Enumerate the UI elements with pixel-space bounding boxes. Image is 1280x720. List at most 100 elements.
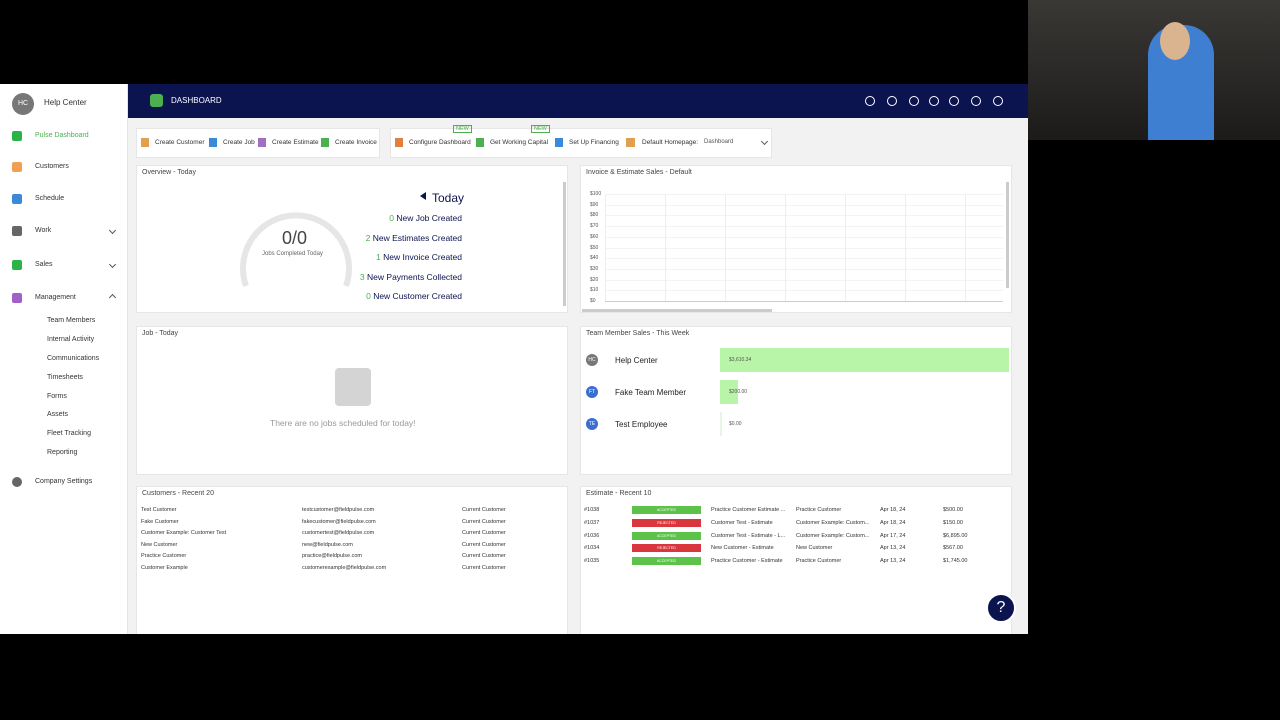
grid-line bbox=[905, 194, 906, 301]
nav-icon bbox=[12, 226, 22, 236]
scrollbar bbox=[563, 182, 566, 306]
header-icon[interactable] bbox=[929, 96, 939, 106]
table-cell: Practice Customer bbox=[141, 553, 187, 560]
nav-item[interactable]: Work bbox=[35, 227, 52, 234]
grid-line bbox=[605, 236, 1003, 238]
member-name: Help Center bbox=[615, 356, 658, 365]
grid-line bbox=[845, 194, 846, 301]
stat: 0 New Job Created bbox=[389, 213, 462, 223]
header-icon[interactable] bbox=[865, 96, 875, 106]
nav-item[interactable]: Schedule bbox=[35, 195, 65, 202]
clipboard-icon bbox=[335, 368, 371, 406]
table-cell: #1037 bbox=[584, 519, 600, 526]
grid-line bbox=[605, 258, 1003, 260]
nav-item[interactable]: Company Settings bbox=[35, 478, 93, 485]
toolbar-icon bbox=[209, 138, 217, 147]
submenu-item[interactable]: Timesheets bbox=[47, 374, 83, 381]
table-cell: Practice Customer - Estimate bbox=[711, 558, 783, 565]
toolbar-button[interactable]: Create Customer bbox=[155, 139, 205, 146]
submenu-item[interactable]: Communications bbox=[47, 355, 100, 362]
stat-label: New Invoice Created bbox=[383, 252, 462, 262]
panel-title: Invoice & Estimate Sales - Default bbox=[586, 169, 692, 176]
table-cell: $1,745.00 bbox=[943, 558, 968, 565]
nav-icon bbox=[12, 131, 22, 141]
gauge-arc bbox=[240, 212, 352, 287]
status-badge: ACCEPTED bbox=[632, 531, 701, 540]
member-avatar: HC bbox=[586, 354, 598, 366]
table-cell: $6,895.00 bbox=[943, 532, 968, 539]
y-tick-label: $10 bbox=[590, 287, 599, 294]
badge: NEW bbox=[531, 125, 550, 133]
stat-count: 3 bbox=[359, 271, 365, 282]
sales-label: $3,610.34 bbox=[729, 357, 752, 363]
submenu-item[interactable]: Forms bbox=[47, 393, 67, 400]
webcam bbox=[1028, 0, 1280, 140]
submenu-item[interactable]: Internal Activity bbox=[47, 336, 95, 343]
scrollbar bbox=[1006, 182, 1009, 288]
header-icon[interactable] bbox=[971, 96, 981, 106]
header-icon[interactable] bbox=[993, 96, 1003, 106]
grid-line bbox=[605, 194, 1003, 195]
member-avatar: FT bbox=[586, 386, 598, 398]
empty-message: There are no jobs scheduled for today! bbox=[270, 418, 416, 428]
y-tick-label: $20 bbox=[590, 276, 599, 283]
avatar: HC bbox=[12, 93, 34, 115]
table-cell: Current Customer bbox=[462, 507, 506, 513]
header-icon[interactable] bbox=[887, 96, 897, 106]
nav-item[interactable]: Pulse Dashboard bbox=[35, 132, 89, 139]
table-cell: Customer Test - Estimate - L... bbox=[711, 532, 786, 539]
nav-item[interactable]: Sales bbox=[35, 261, 53, 268]
table-cell: Customer Example: Customer Test bbox=[141, 530, 227, 537]
toolbar-icon bbox=[395, 138, 403, 147]
y-tick-label: $70 bbox=[590, 223, 599, 230]
table-cell: Current Customer bbox=[462, 518, 506, 525]
submenu-item[interactable]: Team Members bbox=[47, 317, 96, 324]
status-badge: ACCEPTED bbox=[632, 557, 701, 566]
grid-line bbox=[605, 279, 1003, 281]
table-cell: #1034 bbox=[584, 545, 600, 552]
help-button[interactable]: ? bbox=[986, 593, 1016, 623]
table-cell: Practice Customer bbox=[796, 558, 842, 565]
stat-label: New Customer Created bbox=[373, 291, 462, 301]
toolbar-button[interactable]: Set Up Financing bbox=[569, 139, 619, 146]
submenu-item[interactable]: Reporting bbox=[47, 449, 78, 456]
stat-label: New Estimates Created bbox=[372, 232, 462, 243]
table-cell: Customer Test - Estimate bbox=[711, 519, 773, 526]
grid-line bbox=[605, 204, 1003, 206]
submenu-item[interactable]: Fleet Tracking bbox=[47, 430, 91, 437]
table-cell: #1036 bbox=[584, 532, 600, 539]
stat-label: New Payments Collected bbox=[367, 271, 462, 282]
badge: NEW bbox=[453, 125, 472, 133]
app: HC Help Center Pulse Dashboard Customers Sch… bbox=[0, 84, 1028, 634]
table-cell: testcustomer@fieldpulse.com bbox=[302, 507, 375, 513]
grid-line bbox=[725, 194, 726, 301]
header-icon[interactable] bbox=[909, 96, 919, 106]
scrollbar bbox=[582, 309, 772, 312]
table-cell: customerexample@fieldpulse.com bbox=[302, 565, 387, 571]
toolbar-button[interactable]: Create Invoice bbox=[335, 139, 377, 146]
submenu-item[interactable]: Assets bbox=[47, 411, 69, 418]
nav-icon bbox=[12, 260, 22, 270]
y-tick-label: $80 bbox=[590, 212, 599, 219]
table-cell: Fake Customer bbox=[141, 518, 179, 525]
homepage-select[interactable]: Dashboard bbox=[704, 139, 734, 145]
sidebar bbox=[0, 84, 128, 634]
toolbar-button[interactable]: Get Working Capital bbox=[490, 139, 549, 146]
toolbar-button[interactable]: Configure Dashboard bbox=[409, 139, 471, 146]
stat: 2 New Estimates Created bbox=[366, 233, 462, 243]
grid-line bbox=[605, 226, 1003, 228]
stat-count: 2 bbox=[365, 232, 371, 243]
stat-label: New Job Created bbox=[396, 213, 462, 223]
panel bbox=[580, 165, 1012, 313]
nav-item[interactable]: Management bbox=[35, 294, 76, 301]
table-cell: fakecustomer@fieldpulse.com bbox=[302, 518, 376, 525]
toolbar-button[interactable]: Create Job bbox=[223, 139, 255, 146]
y-tick-label: $60 bbox=[590, 233, 599, 240]
table-cell: New Customer bbox=[141, 541, 178, 548]
sales-label: $0.00 bbox=[729, 421, 742, 427]
y-tick-label: $0 bbox=[590, 298, 596, 304]
toolbar-button[interactable]: Create Estimate bbox=[272, 139, 319, 146]
nav-item[interactable]: Customers bbox=[35, 163, 69, 170]
header-icon[interactable] bbox=[949, 96, 959, 106]
